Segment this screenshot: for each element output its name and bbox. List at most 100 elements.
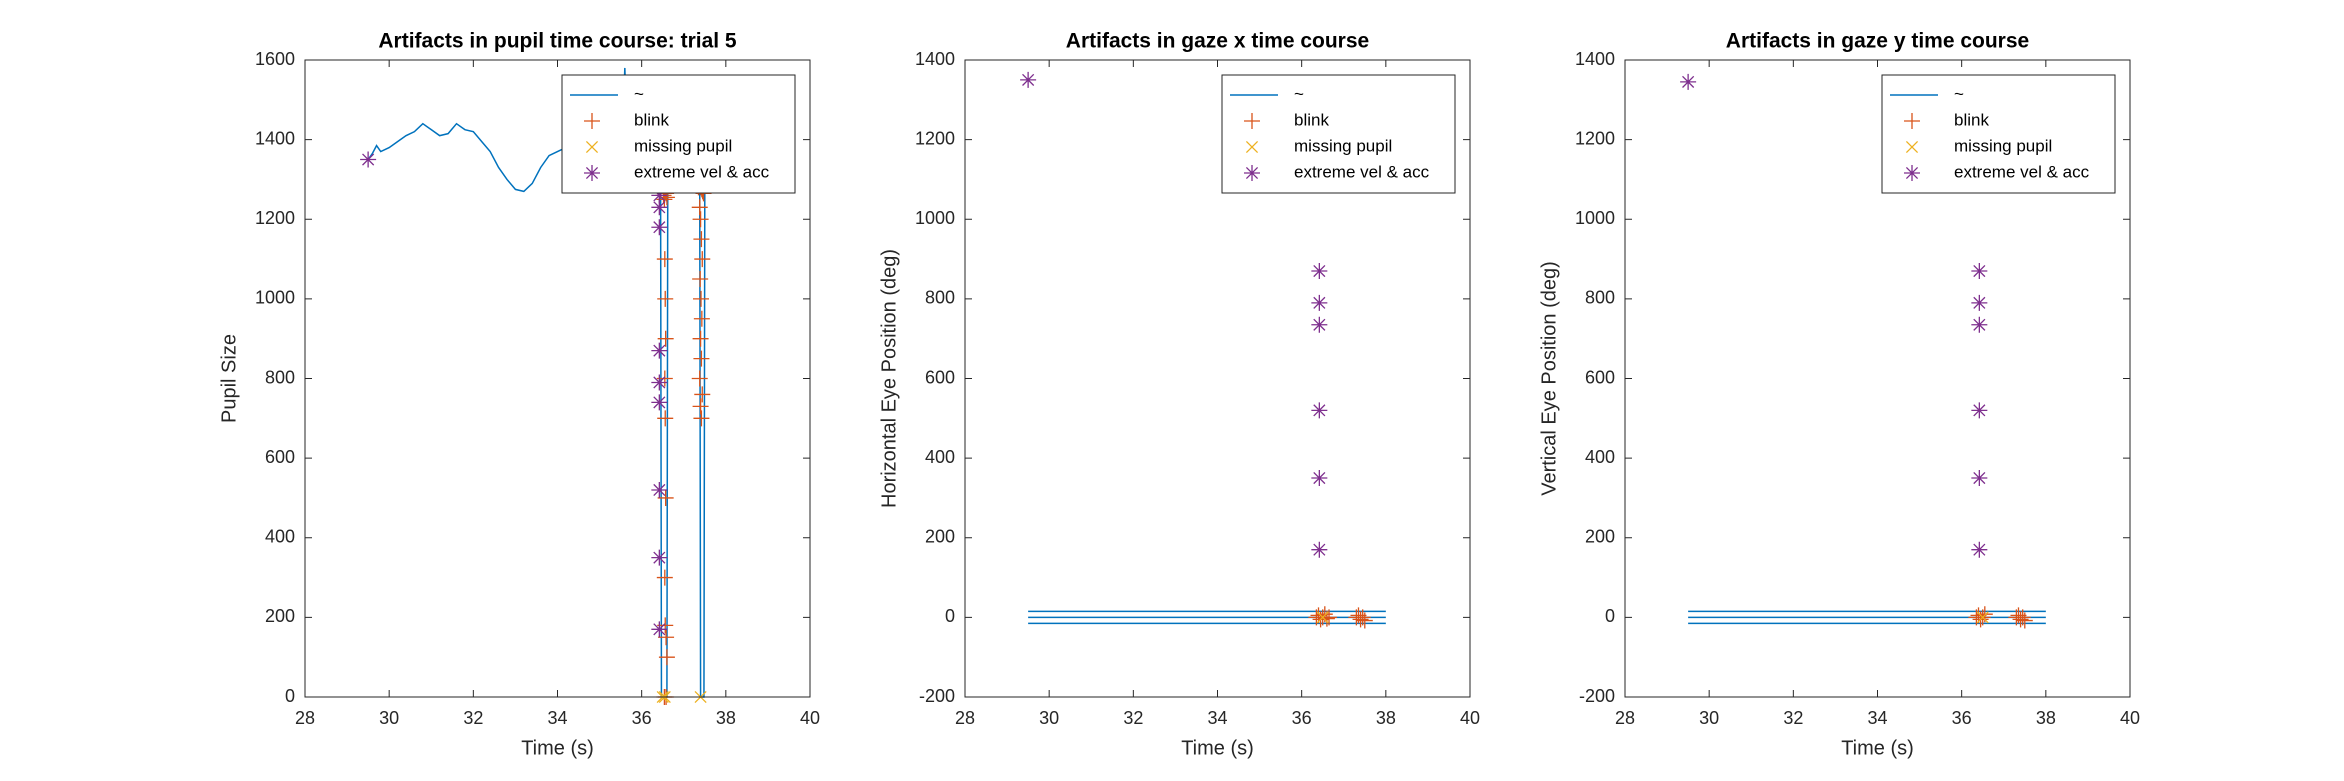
legend: ~ blink missing pupil extreme vel & acc	[561, 74, 796, 194]
x-tick-label: 38	[716, 708, 736, 728]
subplot: 28 30 32 34 36 38 4002004006008001000120014001…	[218, 30, 820, 760]
data-marker	[651, 199, 668, 216]
data-marker	[1680, 73, 1697, 90]
data-marker	[1311, 294, 1328, 311]
x-tick-label: 34	[1207, 708, 1227, 728]
legend-label: blink	[1954, 110, 1989, 129]
x-tick-label: 28	[295, 708, 315, 728]
x-tick-label: 32	[1123, 708, 1143, 728]
data-marker	[692, 211, 709, 228]
data-marker	[657, 410, 674, 427]
x-tick-label: 34	[1867, 708, 1887, 728]
data-marker	[693, 410, 710, 427]
legend-label: extreme vel & acc	[1954, 162, 2090, 181]
data-marker	[651, 342, 668, 359]
y-tick-label: 600	[265, 447, 295, 467]
chart-title: Artifacts in gaze x time course	[1066, 30, 1369, 53]
data-marker	[657, 489, 674, 506]
data-marker	[657, 290, 674, 307]
y-tick-label: 400	[925, 447, 955, 467]
y-tick-label: 800	[1585, 288, 1615, 308]
x-tick-label: 38	[2036, 708, 2056, 728]
y-tick-label: 1200	[255, 208, 295, 228]
data-marker	[694, 251, 711, 268]
data-marker	[2012, 611, 2029, 628]
y-tick-label: 200	[265, 606, 295, 626]
x-tick-label: 28	[1615, 708, 1635, 728]
x-tick-label: 36	[1952, 708, 1972, 728]
data-marker	[2014, 609, 2031, 626]
data-marker	[651, 394, 668, 411]
y-tick-label: 600	[1585, 367, 1615, 387]
data-marker	[693, 290, 710, 307]
subplot: 28 30 32 34 36 38 40 -200 0 200 400 600 800 1000 1200 1…	[1538, 30, 2140, 760]
data-marker	[1971, 294, 1988, 311]
data-marker	[651, 187, 668, 204]
y-axis-label: Vertical Eye Position (deg)	[1538, 261, 1560, 496]
legend-swatch	[584, 113, 600, 129]
y-tick-label: 400	[1585, 447, 1615, 467]
data-marker	[1971, 316, 1988, 333]
legend-swatch	[1905, 140, 1919, 154]
data-marker	[691, 370, 708, 387]
legend: ~ blink missing pupil extreme vel & acc	[1221, 74, 1456, 194]
legend-swatch	[1244, 113, 1260, 129]
x-tick-label: 40	[2120, 708, 2140, 728]
legend-swatch	[585, 140, 599, 154]
y-axis-label: Horizontal Eye Position (deg)	[878, 249, 900, 508]
y-tick-label: 0	[285, 686, 295, 706]
y-tick-label: 1400	[1575, 49, 1615, 69]
chart-title: Artifacts in gaze y time course	[1726, 30, 2029, 53]
y-tick-label: 200	[1585, 527, 1615, 547]
legend-label: extreme vel & acc	[1294, 162, 1430, 181]
y-tick-label: -200	[919, 686, 955, 706]
data-marker	[1311, 402, 1328, 419]
x-tick-label: 30	[1039, 708, 1059, 728]
x-tick-label: 36	[1292, 708, 1312, 728]
data-marker	[658, 629, 675, 646]
y-tick-label: 1400	[915, 49, 955, 69]
legend-label: missing pupil	[634, 136, 732, 155]
x-axis-label: Time (s)	[1841, 737, 1914, 759]
y-tick-label: 1600	[255, 49, 295, 69]
legend-label: ~	[1954, 84, 1964, 103]
data-marker	[693, 350, 710, 367]
data-marker	[1971, 263, 1988, 280]
data-marker	[651, 621, 668, 638]
y-tick-label: 1200	[1575, 128, 1615, 148]
x-tick-label: 38	[1376, 708, 1396, 728]
data-marker	[1311, 263, 1328, 280]
legend-label: ~	[1294, 84, 1304, 103]
data-marker	[693, 310, 710, 327]
y-tick-label: 400	[265, 527, 295, 547]
x-tick-label: 30	[379, 708, 399, 728]
data-marker	[694, 386, 711, 403]
y-tick-label: 800	[265, 367, 295, 387]
legend-swatch	[584, 165, 600, 181]
data-marker	[691, 199, 708, 216]
legend-label: missing pupil	[1954, 136, 2052, 155]
data-marker	[657, 330, 674, 347]
data-marker	[692, 330, 709, 347]
legend-swatch	[1904, 113, 1920, 129]
data-marker	[1971, 470, 1988, 487]
data-marker	[692, 270, 709, 287]
y-tick-label: 1200	[915, 128, 955, 148]
y-tick-label: 1000	[1575, 208, 1615, 228]
y-axis-label: Pupil Size	[218, 334, 240, 423]
x-axis-label: Time (s)	[521, 737, 594, 759]
data-marker	[1976, 611, 1989, 624]
data-marker	[656, 569, 673, 586]
data-marker	[692, 398, 709, 415]
subplot: 28 30 32 34 36 38 40 -200 0 200 400 600 800 1000 1200 1…	[878, 30, 1480, 760]
data-marker	[651, 219, 668, 236]
chart-title: Artifacts in pupil time course: trial 5	[378, 30, 737, 53]
y-tick-label: 0	[945, 606, 955, 626]
data-marker	[1971, 402, 1988, 419]
data-marker	[1316, 611, 1329, 624]
x-tick-label: 36	[632, 708, 652, 728]
x-tick-label: 40	[800, 708, 820, 728]
x-tick-label: 40	[1460, 708, 1480, 728]
legend-swatch	[1244, 165, 1260, 181]
axes-box	[304, 59, 811, 698]
